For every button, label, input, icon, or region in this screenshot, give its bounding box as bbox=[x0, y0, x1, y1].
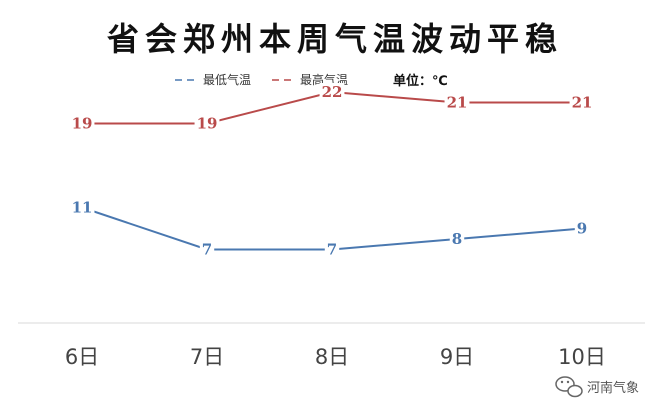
x-tick-label: 6日 bbox=[65, 345, 99, 369]
data-label-low: 8 bbox=[452, 230, 462, 248]
watermark-text: 河南气象 bbox=[587, 380, 639, 396]
data-label-high: 19 bbox=[72, 115, 93, 133]
unit-label: 单位：℃ bbox=[393, 73, 448, 89]
data-label-low: 7 bbox=[202, 241, 212, 259]
data-label-bg bbox=[324, 240, 340, 259]
data-label-bg bbox=[569, 93, 595, 112]
data-label-bg bbox=[444, 93, 470, 112]
data-label-high: 19 bbox=[197, 115, 218, 133]
x-tick-label: 8日 bbox=[315, 345, 349, 369]
x-tick-label: 10日 bbox=[558, 345, 606, 369]
legend-label-low: 最低气温 bbox=[203, 72, 251, 87]
data-label-high: 22 bbox=[322, 83, 343, 101]
data-label-bg bbox=[574, 219, 590, 238]
data-label-bg bbox=[194, 114, 220, 133]
data-label-bg bbox=[449, 230, 465, 248]
data-label-bg bbox=[69, 114, 95, 133]
data-label-high: 21 bbox=[572, 94, 593, 112]
data-label-low: 9 bbox=[577, 220, 587, 238]
data-label-bg bbox=[199, 240, 215, 259]
data-label-low: 11 bbox=[72, 199, 93, 217]
data-label-bg bbox=[69, 198, 95, 217]
data-label-high: 21 bbox=[447, 94, 468, 112]
data-label-low: 7 bbox=[327, 241, 337, 259]
chart-title: 省会郑州本周气温波动平稳 bbox=[107, 20, 563, 58]
watermark: 河南气象 bbox=[555, 376, 639, 398]
x-tick-label: 7日 bbox=[190, 345, 224, 369]
x-tick-label: 9日 bbox=[440, 345, 474, 369]
wechat-icon bbox=[555, 376, 583, 398]
data-label-bg bbox=[319, 83, 345, 101]
